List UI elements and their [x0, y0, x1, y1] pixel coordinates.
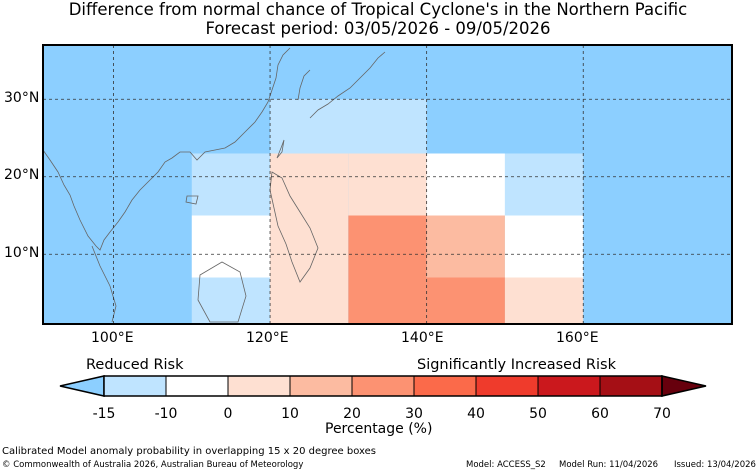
lat-tick-10n: 10°N	[4, 245, 40, 261]
colorbar-cell	[351, 375, 415, 397]
malay-peninsula-coastline	[91, 245, 117, 323]
probability-box	[426, 277, 505, 324]
probability-boxes	[191, 99, 584, 324]
colorbar-tick: 0	[223, 406, 233, 422]
probability-box	[191, 215, 271, 278]
lon-tick-140e: 140°E	[401, 330, 444, 346]
colorbar-tick: 40	[467, 406, 485, 422]
probability-box	[270, 99, 427, 154]
asia-coastline	[43, 47, 291, 251]
probability-box	[348, 215, 427, 324]
footer-model: Model: ACCESS_S2	[466, 460, 546, 470]
hainan-coastline	[185, 195, 199, 205]
colorbar-under-arrow	[59, 375, 105, 397]
philippines-coastline	[269, 171, 319, 283]
colorbar-tick: 70	[653, 406, 671, 422]
probability-box	[504, 153, 584, 216]
korea-coastline	[297, 69, 311, 101]
colorbar-tick: 60	[591, 406, 609, 422]
probability-box	[426, 215, 505, 278]
reduced-risk-label: Reduced Risk	[86, 357, 184, 373]
taiwan-coastline	[276, 139, 285, 159]
colorbar-frame	[103, 375, 663, 397]
footer-description: Calibrated Model anomaly probability in …	[2, 446, 377, 457]
probability-box	[191, 153, 271, 216]
colorbar-over-arrow	[661, 375, 707, 397]
footer-model-run: Model Run: 11/04/2026	[559, 460, 659, 470]
colorbar-cell	[413, 375, 477, 397]
graticule	[43, 45, 732, 324]
probability-box	[504, 215, 584, 278]
lon-tick-100e: 100°E	[91, 330, 134, 346]
lat-tick-30n: 30°N	[4, 90, 40, 106]
chart-title-line2: Forecast period: 03/05/2026 - 09/05/2026	[205, 19, 551, 38]
lon-tick-160e: 160°E	[556, 330, 599, 346]
probability-box	[348, 153, 427, 216]
colorbar-cell	[475, 375, 539, 397]
map-frame	[42, 44, 733, 325]
lat-tick-20n: 20°N	[4, 167, 40, 183]
colorbar-tick: 50	[529, 406, 547, 422]
colorbar-cell	[537, 375, 601, 397]
lon-tick-120e: 120°E	[246, 330, 289, 346]
probability-box	[191, 277, 271, 324]
colorbar-cells	[103, 375, 663, 397]
colorbar-cell	[103, 375, 167, 397]
colorbar-tick: -15	[92, 406, 116, 422]
japan-coastline	[309, 51, 386, 119]
footer-copyright: © Commonwealth of Australia 2026, Austra…	[2, 460, 304, 470]
coastline	[43, 47, 386, 323]
colorbar-tick: 20	[343, 406, 361, 422]
probability-box	[426, 153, 505, 216]
colorbar	[59, 375, 707, 397]
probability-box	[504, 277, 584, 324]
increased-risk-label: Significantly Increased Risk	[417, 357, 616, 373]
colorbar-cell	[599, 375, 663, 397]
colorbar-tick: 10	[281, 406, 299, 422]
borneo-coastline	[197, 261, 247, 323]
colorbar-cell	[289, 375, 353, 397]
colorbar-tick: 30	[405, 406, 423, 422]
probability-box	[270, 153, 349, 324]
footer-issued: Issued: 13/04/2026	[674, 460, 756, 470]
chart-title-line1: Difference from normal chance of Tropica…	[68, 0, 688, 19]
colorbar-cell	[227, 375, 291, 397]
colorbar-tick: -10	[154, 406, 178, 422]
colorbar-xlabel: Percentage (%)	[325, 421, 433, 437]
colorbar-cell	[165, 375, 229, 397]
